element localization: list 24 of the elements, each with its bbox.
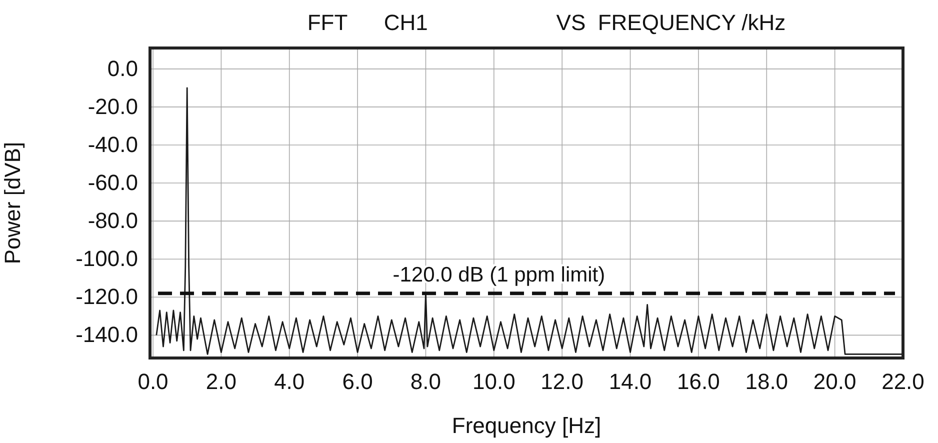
y-tick-label: -60.0: [88, 170, 138, 196]
x-tick-label: 22.0: [882, 369, 924, 394]
x-tick-label: 20.0: [813, 369, 856, 394]
x-tick-label: 6.0: [342, 369, 373, 394]
x-tick-label: 14.0: [608, 369, 652, 394]
ref-line-label: -120.0 dB (1 ppm limit): [392, 263, 606, 286]
x-tick-label: 8.0: [410, 369, 442, 394]
y-tick-label: -40.0: [88, 132, 138, 157]
y-tick-label: -20.0: [88, 94, 138, 119]
x-axis-title: Frequency [Hz]: [452, 413, 602, 438]
x-tick-label: 12.0: [540, 369, 584, 394]
x-tick-label: 10.0: [472, 369, 516, 394]
x-tick-label: 0.0: [138, 369, 168, 394]
y-tick-label: 0.0: [107, 56, 138, 81]
chart-title: FFT CH1 VS FREQUENCY /kHz: [307, 10, 786, 35]
x-tick-label: 16.0: [677, 369, 720, 394]
x-tick-label: 2.0: [206, 369, 236, 394]
y-axis-title: Power [dVB]: [0, 142, 25, 264]
x-tick-label: 4.0: [274, 369, 305, 394]
y-tick-label: -80.0: [88, 208, 138, 234]
y-tick-label: -140.0: [76, 322, 138, 348]
x-tick-label: 18.0: [745, 369, 788, 394]
y-tick-label: -120.0: [76, 284, 138, 310]
y-tick-label: -100.0: [76, 246, 138, 272]
